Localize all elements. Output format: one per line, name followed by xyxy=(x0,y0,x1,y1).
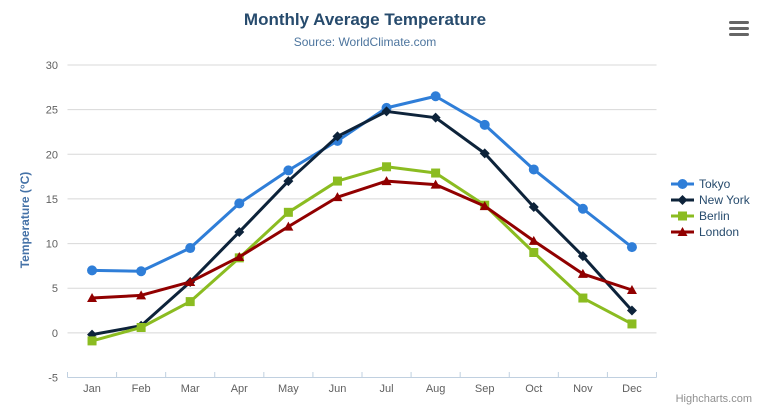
data-point-new-york-apr[interactable] xyxy=(234,226,245,237)
data-point-london-sep[interactable] xyxy=(479,201,490,211)
x-axis-label-oct: Oct xyxy=(525,383,542,395)
credits-link[interactable]: Highcharts.com xyxy=(675,393,752,405)
data-point-berlin-jul[interactable] xyxy=(382,162,392,172)
legend-item-new-york[interactable]: New York xyxy=(671,192,750,208)
data-point-new-york-oct[interactable] xyxy=(528,201,539,212)
hamburger-icon xyxy=(729,33,749,36)
data-point-tokyo-nov[interactable] xyxy=(577,203,588,214)
legend-item-tokyo[interactable]: Tokyo xyxy=(671,176,750,192)
series-london xyxy=(87,176,637,303)
data-point-london-apr[interactable] xyxy=(234,251,245,261)
data-point-new-york-dec[interactable] xyxy=(626,305,637,316)
legend-item-london[interactable]: London xyxy=(671,224,750,240)
series-line-berlin xyxy=(90,165,634,343)
data-point-london-oct[interactable] xyxy=(528,235,539,245)
x-axis-label-jan: Jan xyxy=(83,383,101,395)
data-point-london-mar[interactable] xyxy=(185,276,196,286)
legend-label: London xyxy=(699,225,740,239)
data-point-new-york-nov[interactable] xyxy=(577,251,588,262)
data-point-new-york-aug[interactable] xyxy=(430,112,441,123)
data-point-new-york-jun[interactable] xyxy=(332,131,343,142)
export-menu-button[interactable] xyxy=(729,21,751,37)
data-point-london-jul[interactable] xyxy=(381,176,392,186)
x-axis-label-aug: Aug xyxy=(426,383,446,395)
y-axis-label: -5 xyxy=(48,373,58,385)
y-axis-label: 30 xyxy=(46,60,58,72)
data-point-tokyo-apr[interactable] xyxy=(234,198,245,209)
data-point-london-feb[interactable] xyxy=(136,290,147,300)
data-point-london-jan[interactable] xyxy=(87,293,98,303)
x-axis-label-jun: Jun xyxy=(329,383,347,395)
x-axis-label-mar: Mar xyxy=(181,383,200,395)
series-tokyo xyxy=(87,91,637,277)
data-point-tokyo-aug[interactable] xyxy=(430,91,441,102)
x-axis-label-dec: Dec xyxy=(622,383,642,395)
y-axis-label: 25 xyxy=(46,105,58,117)
data-point-berlin-jun[interactable] xyxy=(332,176,342,186)
data-point-berlin-jan[interactable] xyxy=(87,336,97,346)
data-point-berlin-aug[interactable] xyxy=(431,168,441,178)
data-point-london-may[interactable] xyxy=(283,221,294,231)
legend-label: New York xyxy=(699,193,750,207)
data-point-london-jun[interactable] xyxy=(332,192,343,202)
x-axis-label-apr: Apr xyxy=(231,383,248,395)
x-axis-label-may: May xyxy=(278,383,299,395)
data-point-tokyo-may[interactable] xyxy=(283,165,294,176)
hamburger-icon xyxy=(729,21,749,24)
x-axis-label-jul: Jul xyxy=(380,383,394,395)
y-axis-title: Temperature (°C) xyxy=(18,172,32,269)
data-point-tokyo-sep[interactable] xyxy=(479,119,490,130)
data-point-berlin-dec[interactable] xyxy=(627,319,637,329)
data-point-tokyo-jan[interactable] xyxy=(87,265,98,276)
x-axis-label-feb: Feb xyxy=(132,383,151,395)
legend-marker-triangle-icon xyxy=(671,227,694,236)
legend-symbol xyxy=(677,179,688,189)
y-axis-label: 15 xyxy=(46,194,58,206)
x-axis-label-sep: Sep xyxy=(475,383,495,395)
legend-symbol xyxy=(677,195,688,205)
legend-symbol xyxy=(678,211,687,221)
legend-label: Berlin xyxy=(699,209,730,223)
y-axis-label: 20 xyxy=(46,149,58,161)
y-axis-label: 5 xyxy=(52,283,58,295)
data-point-new-york-may[interactable] xyxy=(283,176,294,187)
legend-label: Tokyo xyxy=(699,177,731,191)
legend-item-berlin[interactable]: Berlin xyxy=(671,208,750,224)
data-point-tokyo-dec[interactable] xyxy=(626,242,637,253)
series-new-york xyxy=(87,106,637,340)
y-axis-label: 0 xyxy=(52,328,58,340)
series-line-london xyxy=(90,179,634,300)
data-point-new-york-jul[interactable] xyxy=(381,106,392,117)
data-point-tokyo-mar[interactable] xyxy=(185,243,196,254)
data-point-berlin-oct[interactable] xyxy=(529,248,539,257)
data-point-berlin-nov[interactable] xyxy=(578,293,588,303)
legend-marker-circle-icon xyxy=(671,179,694,189)
legend-marker-diamond-icon xyxy=(671,195,694,205)
data-point-berlin-feb[interactable] xyxy=(136,323,146,332)
data-point-berlin-may[interactable] xyxy=(283,207,293,217)
data-point-berlin-mar[interactable] xyxy=(185,297,195,307)
legend-symbol xyxy=(677,227,688,236)
hamburger-icon xyxy=(729,27,749,30)
data-point-tokyo-feb[interactable] xyxy=(136,266,147,277)
data-point-london-dec[interactable] xyxy=(626,285,637,294)
data-point-london-aug[interactable] xyxy=(430,179,441,189)
data-point-new-york-sep[interactable] xyxy=(479,148,490,159)
data-point-london-nov[interactable] xyxy=(577,268,588,278)
y-axis-label: 10 xyxy=(46,239,58,251)
legend: Tokyo New York Berlin London xyxy=(671,176,750,240)
series-line-new-york xyxy=(90,109,634,337)
x-axis-label-nov: Nov xyxy=(573,383,593,395)
legend-marker-square-icon xyxy=(671,211,694,221)
data-point-tokyo-oct[interactable] xyxy=(528,164,539,175)
